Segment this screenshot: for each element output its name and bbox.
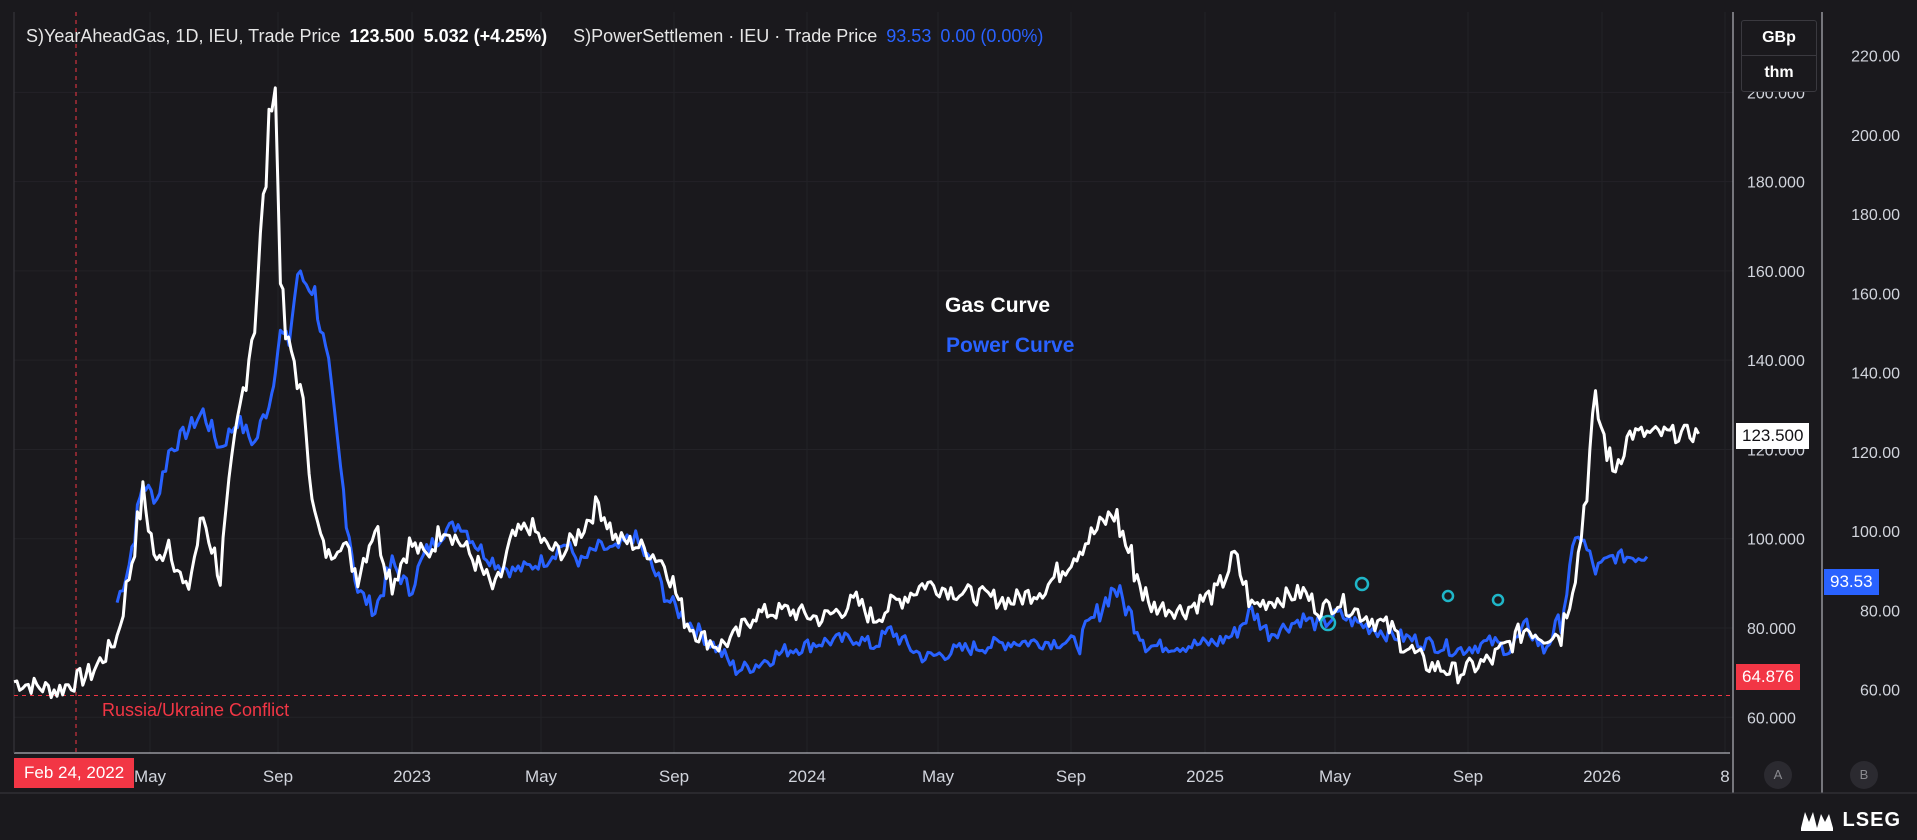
auto-scale-button[interactable]: A [1764,761,1792,789]
right-axis-tick: 160.00 [1851,286,1900,303]
right-axis-tick: 120.00 [1851,445,1900,462]
time-axis-tick: May [525,767,558,786]
marker-circle [1319,614,1337,632]
grid [14,12,1733,753]
right-axis-tick: 60.00 [1860,683,1900,700]
right-axis-tick: 100.00 [1851,524,1900,541]
time-axis-tick: 2026 [1583,767,1621,786]
time-axis-labels: May Sep 2023 May Sep 2024 May Sep 2025 May Sep 2026… [134,767,1730,786]
event-date-badge: Feb 24, 2022 [14,758,135,788]
power-curve-annotation: Power Curve [946,334,1074,357]
left-axis-tick: 60.000 [1747,710,1796,727]
gas-curve-series[interactable] [13,86,1700,700]
right-axis-tick: 220.00 [1851,49,1900,66]
reference-price-badge: 64.876 [1736,664,1800,690]
time-axis-tick: Sep [1056,767,1086,786]
time-axis-tick: 2025 [1186,767,1224,786]
marker-circle [1491,593,1505,607]
time-axis-tick: 2024 [788,767,826,786]
time-axis-tick: 2023 [393,767,431,786]
right-axis-tick: 200.00 [1851,128,1900,145]
right-axis-labels: 220.00 200.00 180.00 160.00 140.00 120.00 100.… [1851,49,1900,700]
unit-line-1: GBp [1762,29,1796,46]
power-legend-name[interactable]: S)PowerSettlemen · IEU · Trade Price [573,26,878,46]
time-axis-tick: May [134,767,167,786]
power-legend-change: 0.00 (0.00%) [940,26,1044,46]
gas-legend-change: 5.032 (+4.25%) [423,26,548,46]
gas-last-price-badge: 123.500 [1736,423,1810,449]
power-curve-series[interactable] [115,269,1649,676]
left-axis-tick: 80.000 [1747,621,1796,638]
time-axis-tick: Sep [1453,767,1483,786]
legend: S)YearAheadGas, 1D, IEU, Trade Price 123… [26,26,1052,47]
log-scale-button[interactable]: B [1850,761,1878,789]
unit-line-2: thm [1742,55,1816,90]
right-axis-tick: 180.00 [1851,207,1900,224]
right-axis-tick: 80.00 [1860,603,1900,620]
left-axis-tick: 100.000 [1747,532,1805,549]
time-axis-tick: May [922,767,955,786]
footer-bar [0,806,1917,840]
marker-circle [1354,576,1370,592]
gas-legend-last: 123.500 [349,26,415,46]
event-annotation: Russia/Ukraine Conflict [102,700,289,720]
left-axis-labels: 200.000180.000160.000140.000120.000100.0… [1747,85,1805,727]
trade-markers [1319,576,1505,632]
brand-logo: LSEG [1799,808,1901,832]
unit-selector[interactable]: GBp thm [1741,20,1817,92]
gas-curve-annotation: Gas Curve [945,294,1050,317]
power-legend-last: 93.53 [886,26,932,46]
time-axis-tick: Sep [263,767,293,786]
marker-circle [1441,589,1455,603]
lseg-crest-icon [1800,812,1833,831]
time-axis-tick: May [1319,767,1352,786]
right-axis-tick: 140.00 [1851,366,1900,383]
left-axis-tick: 180.000 [1747,175,1805,192]
brand-name: LSEG [1842,808,1901,831]
time-axis-tick: 8 [1720,767,1729,786]
power-last-price-badge: 93.53 [1824,569,1879,595]
left-axis-tick: 140.000 [1747,353,1805,370]
gas-legend-name[interactable]: S)YearAheadGas, 1D, IEU, Trade Price [26,26,341,46]
left-axis-tick: 160.000 [1747,264,1805,281]
time-axis-tick: Sep [659,767,689,786]
